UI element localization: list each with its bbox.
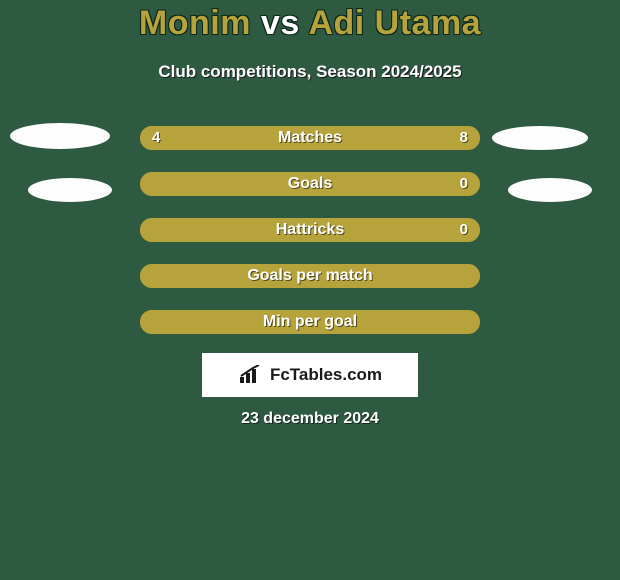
- left-ellipse: [10, 123, 110, 149]
- stat-label: Goals per match: [140, 264, 480, 288]
- player2-name: Adi Utama: [308, 4, 481, 42]
- right-ellipse: [492, 126, 588, 150]
- stat-value-right: 0: [460, 172, 468, 196]
- page-title: Monim vs Adi Utama: [0, 4, 620, 43]
- stat-value-right: 8: [460, 126, 468, 150]
- stat-value-left: 4: [152, 126, 160, 150]
- stat-row: Min per goal: [140, 310, 480, 334]
- stat-row: Matches4 8: [140, 126, 480, 150]
- right-ellipse: [508, 178, 592, 202]
- bar-chart-icon: [238, 365, 264, 385]
- title-vs: vs: [261, 4, 300, 42]
- stat-row: Goals0: [140, 172, 480, 196]
- stat-label: Matches: [140, 126, 480, 150]
- stat-row: Hattricks0: [140, 218, 480, 242]
- stat-label: Goals: [140, 172, 480, 196]
- brand-box: FcTables.com: [202, 353, 418, 397]
- subtitle: Club competitions, Season 2024/2025: [0, 62, 620, 82]
- stat-label: Hattricks: [140, 218, 480, 242]
- infographic-canvas: Monim vs Adi Utama Club competitions, Se…: [0, 0, 620, 580]
- left-ellipse: [28, 178, 112, 202]
- brand-text: FcTables.com: [270, 365, 382, 385]
- stat-label: Min per goal: [140, 310, 480, 334]
- player1-name: Monim: [139, 4, 251, 42]
- stat-row: Goals per match: [140, 264, 480, 288]
- stat-value-right: 0: [460, 218, 468, 242]
- date-text: 23 december 2024: [0, 410, 620, 428]
